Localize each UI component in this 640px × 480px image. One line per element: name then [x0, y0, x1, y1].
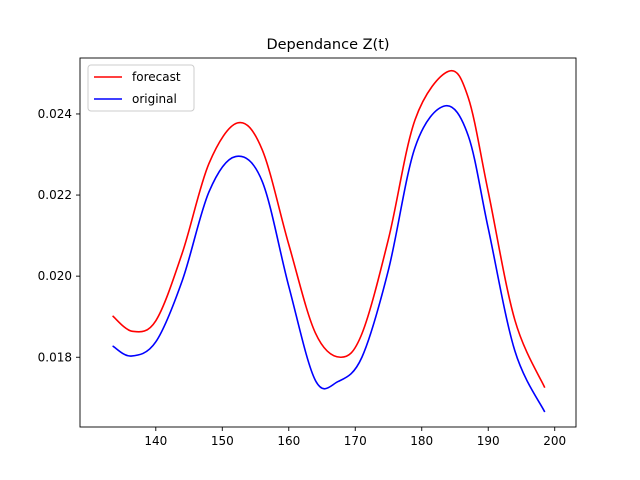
x-tick-label: 170	[344, 434, 367, 448]
x-tick-label: 200	[543, 434, 566, 448]
x-tick-label: 180	[410, 434, 433, 448]
x-tick-label: 140	[144, 434, 167, 448]
axes-frame	[79, 57, 577, 428]
x-tick-label: 190	[477, 434, 500, 448]
legend-label-forecast: forecast	[132, 70, 181, 84]
series-line-original	[112, 104, 546, 413]
y-tick-label: 0.022	[38, 188, 72, 202]
legend: forecast original	[87, 64, 195, 112]
axes-layer: 140 150 160 170 180 190 200 0.018 0.020 0.022 0.02…	[38, 57, 577, 448]
x-tick-label: 160	[277, 434, 300, 448]
chart-title: Dependance Z(t)	[266, 37, 389, 53]
legend-label-original: original	[132, 92, 177, 106]
series-line-forecast	[112, 69, 546, 388]
y-tick-label: 0.018	[38, 350, 72, 364]
series-layer	[112, 69, 546, 413]
x-tick-label: 150	[211, 434, 234, 448]
plot-area	[80, 58, 576, 427]
y-tick-label: 0.020	[38, 269, 72, 283]
y-tick-label: 0.024	[38, 107, 72, 121]
